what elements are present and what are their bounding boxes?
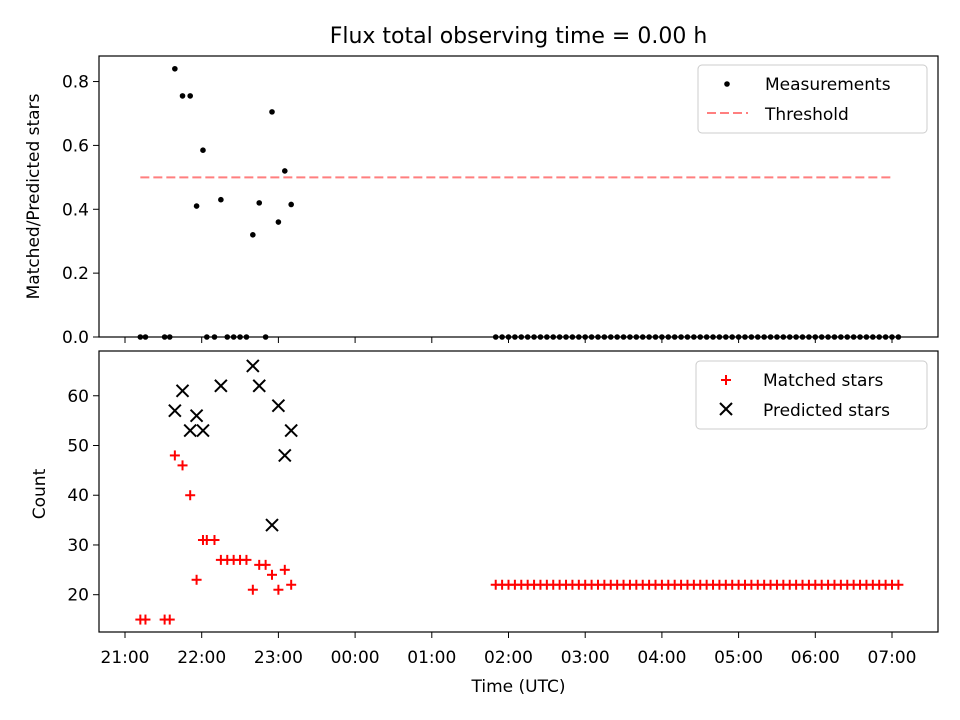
measurement-point [172, 65, 178, 72]
x-tick-label: 21:00 [101, 648, 150, 668]
predicted-star-marker [284, 423, 298, 438]
legend-predicted-label: Predicted stars [763, 401, 890, 421]
matched-star-marker [241, 554, 252, 565]
top-y-tick-label: 0.2 [62, 264, 89, 284]
predicted-star-marker [214, 379, 228, 393]
matched-star-marker [209, 534, 220, 545]
matched-star-marker [893, 579, 904, 590]
top-legend: Measurements Threshold [697, 64, 928, 134]
x-tick-label: 07:00 [868, 648, 917, 668]
top-y-tick-label: 0.0 [62, 328, 89, 348]
predicted-star-marker [168, 403, 182, 418]
bottom-legend-box [695, 360, 928, 430]
matched-star-marker [247, 584, 258, 595]
x-tick-label: 05:00 [714, 648, 763, 668]
bottom-y-tick-label: 20 [67, 586, 89, 606]
measurement-point [256, 200, 263, 206]
matched-star-marker [177, 460, 188, 471]
legend-measurements-marker [724, 81, 730, 87]
x-tick-label: 02:00 [484, 648, 533, 668]
top-y-tick-label: 0.4 [62, 200, 89, 220]
measurement-point [288, 201, 294, 208]
matched-star-marker [260, 559, 271, 570]
measurement-point [218, 196, 224, 203]
predicted-star-marker [175, 384, 190, 398]
measurement-point [179, 93, 186, 99]
matched-stars-points [135, 450, 904, 625]
measurement-point [187, 93, 193, 99]
matched-star-marker [185, 490, 196, 501]
x-axis-label: Time (UTC) [471, 677, 566, 697]
top-legend-box [697, 64, 928, 134]
matched-star-marker [191, 574, 202, 585]
matched-star-marker [267, 569, 278, 580]
predicted-star-marker [271, 399, 286, 413]
bottom-y-tick-label: 40 [67, 486, 89, 506]
top-y-tick-label: 0.8 [62, 73, 89, 93]
legend-predicted-marker [719, 402, 733, 416]
x-tick-label: 06:00 [791, 648, 840, 668]
legend-threshold-label: Threshold [764, 105, 849, 125]
bottom-legend: Matched stars Predicted stars [695, 360, 928, 430]
figure-title: Flux total observing time = 0.00 h [330, 24, 708, 49]
bottom-panel-x-ticks: 21:00 22:00 23:00 00:00 01:00 02:00 03:00 04:00… [101, 632, 917, 668]
top-panel-frame [98, 55, 939, 338]
matched-star-marker [273, 584, 284, 595]
x-tick-label: 22:00 [177, 648, 226, 668]
bottom-y-tick-label: 60 [67, 387, 89, 407]
top-panel-ylabel: Matched/Predicted stars [24, 93, 44, 299]
bottom-panel-frame [98, 350, 939, 633]
legend-measurements-label: Measurements [765, 75, 891, 95]
legend-matched-label: Matched stars [763, 371, 883, 391]
matched-star-marker [169, 450, 180, 461]
predicted-star-marker [278, 448, 292, 463]
x-tick-label: 01:00 [407, 648, 456, 668]
x-tick-label: 00:00 [331, 648, 380, 668]
bottom-panel: Count 20 30 40 50 60 21:00 22:00 23:00 00:00 01:… [30, 350, 939, 668]
predicted-stars-points [168, 359, 298, 532]
top-y-tick-label: 0.6 [62, 136, 89, 156]
measurement-point [269, 109, 275, 115]
matched-star-marker [140, 614, 151, 625]
x-tick-label: 23:00 [254, 648, 303, 668]
predicted-star-marker [183, 423, 197, 438]
predicted-star-marker [252, 379, 266, 393]
predicted-star-marker [189, 408, 204, 423]
predicted-star-marker [196, 423, 210, 438]
measurement-point [281, 168, 288, 174]
bottom-panel-ylabel: Count [30, 468, 50, 519]
x-tick-label: 04:00 [637, 648, 686, 668]
top-panel: Matched/Predicted stars 0.00.20.40.60.8 … [24, 55, 939, 348]
bottom-panel-y-ticks: 20 30 40 50 60 [67, 387, 99, 606]
predicted-star-marker [246, 359, 260, 373]
bottom-y-tick-label: 30 [67, 536, 89, 556]
measurement-point [200, 147, 206, 153]
legend-matched-marker [721, 375, 731, 385]
measurement-point [193, 203, 200, 209]
matched-star-marker [164, 614, 175, 625]
x-tick-label: 03:00 [561, 648, 610, 668]
matched-star-marker [286, 579, 297, 590]
matched-star-marker [279, 564, 290, 575]
measurement-point [250, 232, 256, 238]
predicted-star-marker [265, 518, 279, 532]
measurement-point [275, 219, 282, 225]
bottom-y-tick-label: 50 [67, 436, 89, 456]
top-panel-y-ticks: 0.0 0.2 0.4 0.6 0.8 [62, 73, 99, 348]
